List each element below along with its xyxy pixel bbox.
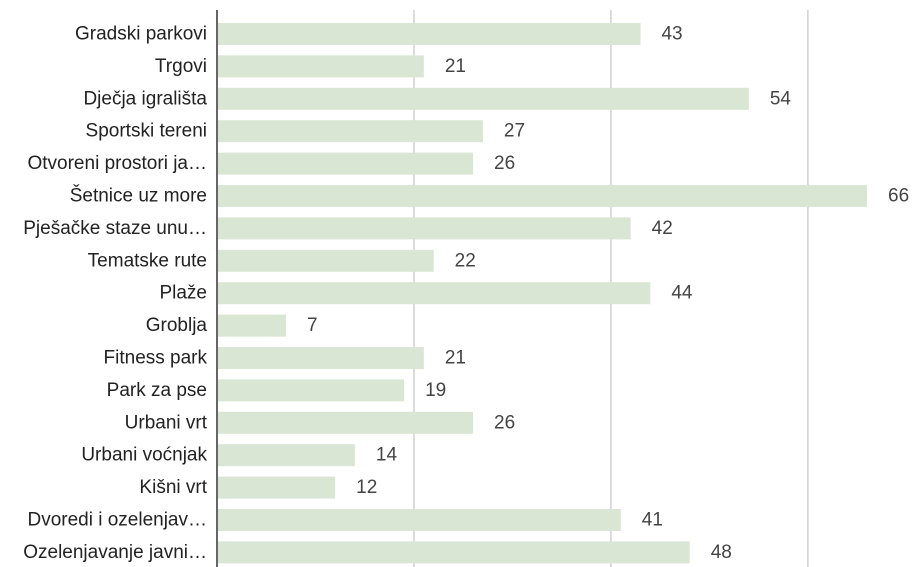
bar [218, 185, 867, 207]
bar [218, 379, 405, 402]
value-label: 44 [671, 283, 693, 304]
category-label: Plaže [159, 283, 207, 304]
bar [218, 249, 434, 272]
bar [218, 347, 424, 369]
value-label: 7 [307, 315, 318, 336]
value-label: 43 [661, 24, 682, 45]
value-label: 22 [455, 250, 476, 271]
category-label: Tematske rute [88, 250, 207, 271]
bar [218, 87, 749, 110]
value-label: 48 [711, 542, 732, 563]
bar [218, 411, 474, 434]
value-label: 66 [888, 186, 909, 207]
category-label: Fitness park [104, 348, 208, 369]
bar [218, 55, 424, 78]
value-label: 26 [494, 412, 515, 433]
category-label: Dječja igrališta [83, 88, 207, 109]
bars [218, 23, 867, 564]
category-label: Trgovi [155, 56, 207, 77]
category-labels: Gradski parkovi Trgovi Dječja igrališta Spo… [23, 24, 207, 563]
value-label: 41 [642, 510, 663, 531]
category-label: Dvoredi i ozelenjav… [27, 510, 207, 531]
category-label: Urbani voćnjak [81, 445, 207, 466]
value-label: 54 [770, 88, 792, 109]
bar [218, 120, 483, 143]
category-label: Sportski tereni [86, 121, 207, 142]
bar [218, 282, 651, 305]
bar [218, 23, 641, 45]
bar [218, 444, 355, 467]
bar [218, 476, 336, 499]
category-label: Pješačke staze unu… [23, 218, 207, 239]
bar [218, 509, 621, 531]
category-label: Gradski parkovi [75, 24, 207, 45]
value-label: 12 [356, 477, 377, 498]
value-label: 21 [445, 348, 466, 369]
category-label: Park za pse [107, 380, 207, 401]
value-label: 14 [376, 445, 398, 466]
bar [218, 217, 631, 240]
value-label: 26 [494, 153, 515, 174]
bar [218, 541, 690, 564]
category-label: Groblja [146, 315, 208, 336]
category-label: Urbani vrt [125, 412, 208, 433]
value-label: 19 [425, 380, 446, 401]
category-label: Šetnice uz more [70, 185, 207, 207]
category-label: Kišni vrt [139, 477, 207, 498]
category-label: Otvoreni prostori ja… [27, 153, 207, 174]
value-label: 21 [445, 56, 466, 77]
bar [218, 152, 474, 175]
bar [218, 314, 286, 337]
category-label: Ozelenjavanje javni… [23, 542, 207, 563]
value-label: 27 [504, 121, 525, 142]
value-label: 42 [652, 218, 673, 239]
value-labels: 43 21 54 27 26 66 42 22 44 7 21 19 26 14 12 41 48 [307, 24, 909, 563]
